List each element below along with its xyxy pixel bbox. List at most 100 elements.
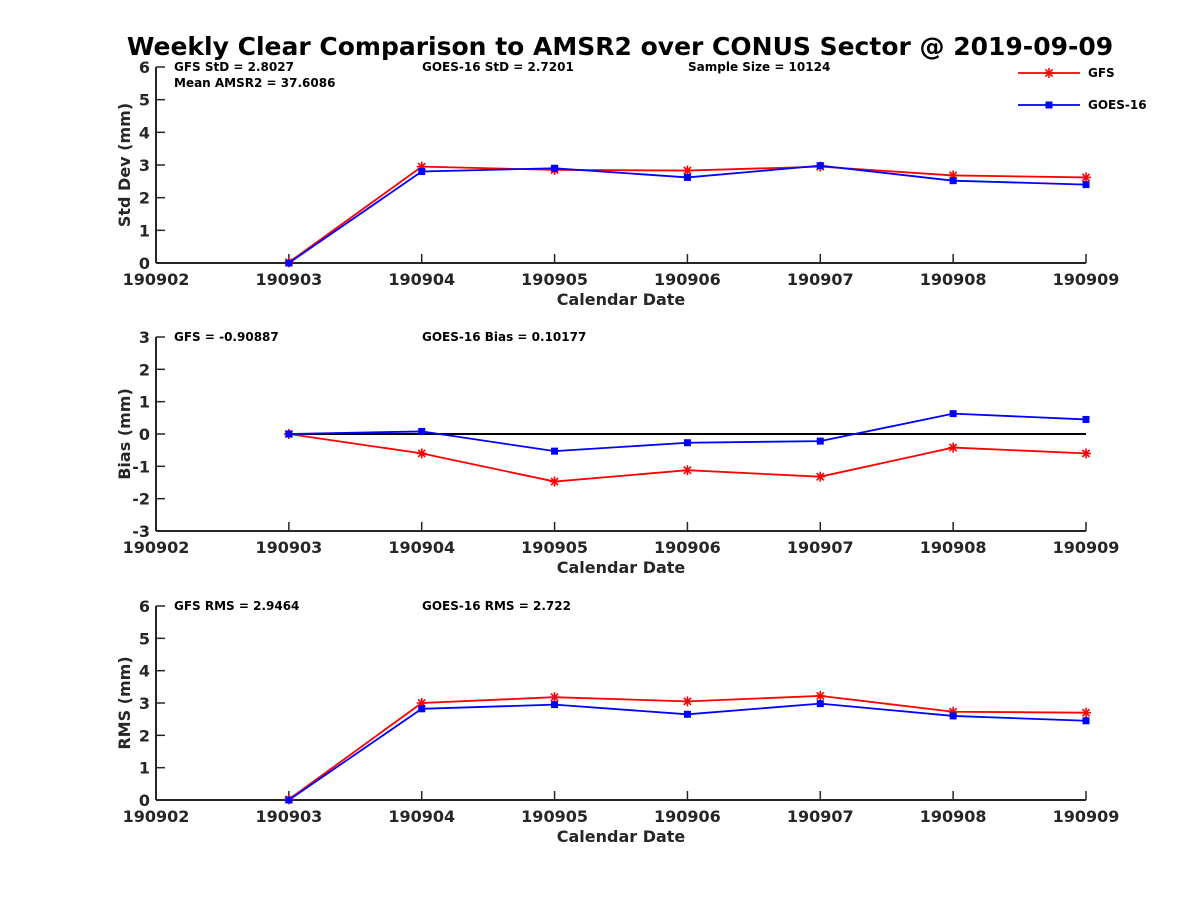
series-gfs (283, 690, 1091, 805)
data-point (683, 710, 691, 718)
data-point (551, 701, 559, 709)
data-point (949, 177, 957, 185)
data-point (418, 427, 426, 435)
data-point (418, 705, 426, 713)
x-tick-label: 190907 (787, 538, 854, 557)
x-tick-label: 190902 (123, 270, 190, 289)
legend: GFS GOES-16 (1018, 66, 1147, 112)
legend-marker (1045, 101, 1053, 109)
y-tick-label: 5 (139, 91, 150, 110)
legend-item-gfs: GFS (1018, 66, 1115, 80)
data-point (285, 259, 293, 267)
legend-marker (1044, 68, 1054, 78)
data-point (1082, 181, 1090, 189)
y-tick-label: 3 (139, 694, 150, 713)
y-tick-label: 2 (139, 726, 150, 745)
data-point (1081, 172, 1091, 183)
x-tick-label: 190909 (1053, 807, 1120, 826)
y-tick-label: 1 (139, 393, 150, 412)
y-tick-label: 5 (139, 629, 150, 648)
data-point (549, 692, 560, 703)
x-tick-label: 190908 (920, 538, 987, 557)
chart-panel-2: 190902 190903 190904 190905 190906 190907 1909… (115, 328, 1119, 577)
y-tick-label: 0 (139, 254, 150, 273)
x-axis-label: Calendar Date (557, 558, 686, 577)
y-tick-label: 1 (139, 759, 150, 778)
data-point (1082, 717, 1090, 725)
stat-annotation: GFS StD = 2.8027 (174, 60, 294, 74)
data-point (549, 476, 560, 487)
series-goes-16 (285, 410, 1090, 455)
data-point (285, 430, 293, 438)
x-axis-label: Calendar Date (557, 827, 686, 846)
stat-annotation: GOES-16 Bias = 0.10177 (422, 330, 586, 344)
data-point (285, 796, 293, 804)
y-tick-label: 4 (139, 123, 150, 142)
x-tick-label: 190908 (920, 270, 987, 289)
stat-annotation: GFS RMS = 2.9464 (174, 599, 299, 613)
x-tick-label: 190903 (255, 538, 322, 557)
legend-label: GFS (1088, 66, 1115, 80)
data-point (815, 690, 826, 701)
data-point (551, 164, 559, 172)
stat-annotation: GFS = -0.90887 (174, 330, 279, 344)
x-tick-label: 190906 (654, 270, 721, 289)
y-tick-label: -2 (132, 490, 150, 509)
x-tick-label: 190909 (1053, 270, 1120, 289)
data-point (551, 447, 559, 455)
data-point (682, 465, 693, 476)
x-tick-label: 190902 (123, 538, 190, 557)
x-tick-label: 190905 (521, 270, 588, 289)
data-point (682, 165, 693, 176)
y-axis-label: Bias (mm) (115, 388, 134, 480)
legend-item-goes-16: GOES-16 (1018, 98, 1147, 112)
y-tick-label: 3 (139, 328, 150, 347)
data-point (683, 439, 691, 447)
x-tick-label: 190905 (521, 807, 588, 826)
data-point (949, 410, 957, 418)
x-tick-label: 190906 (654, 538, 721, 557)
data-point (1081, 707, 1091, 718)
y-tick-label: 1 (139, 221, 150, 240)
data-point (683, 173, 691, 181)
y-tick-label: -1 (132, 457, 150, 476)
x-tick-label: 190902 (123, 807, 190, 826)
data-point (816, 162, 824, 170)
chart-panels: 190902 190903 190904 190905 190906 190907 1909… (115, 58, 1119, 846)
data-point (815, 471, 826, 482)
data-point (949, 712, 957, 720)
stat-annotation: Sample Size = 10124 (688, 60, 830, 74)
y-tick-label: -3 (132, 522, 150, 541)
x-axis-label: Calendar Date (557, 290, 686, 309)
x-tick-label: 190908 (920, 807, 987, 826)
y-axis-label: Std Dev (mm) (115, 103, 134, 227)
y-tick-label: 3 (139, 156, 150, 175)
chart-panel-1: 190902 190903 190904 190905 190906 190907 1909… (115, 58, 1119, 309)
y-tick-label: 4 (139, 662, 150, 681)
x-tick-label: 190904 (388, 270, 455, 289)
y-tick-label: 2 (139, 360, 150, 379)
series-goes-16 (285, 162, 1090, 267)
x-tick-label: 190907 (787, 270, 854, 289)
chart-title: Weekly Clear Comparison to AMSR2 over CO… (127, 32, 1113, 61)
y-tick-label: 2 (139, 189, 150, 208)
chart-panel-3: 190902 190903 190904 190905 190906 190907 1909… (115, 597, 1119, 846)
data-point (416, 448, 427, 459)
y-tick-label: 6 (139, 58, 150, 77)
x-tick-label: 190903 (255, 270, 322, 289)
x-tick-label: 190905 (521, 538, 588, 557)
x-tick-label: 190906 (654, 807, 721, 826)
legend-label: GOES-16 (1088, 98, 1147, 112)
data-point (816, 700, 824, 708)
data-point (816, 437, 824, 445)
y-tick-label: 0 (139, 425, 150, 444)
y-tick-label: 0 (139, 791, 150, 810)
x-tick-label: 190907 (787, 807, 854, 826)
data-point (418, 168, 426, 176)
stat-annotation: Mean AMSR2 = 37.6086 (174, 76, 335, 90)
y-axis-label: RMS (mm) (115, 656, 134, 749)
x-tick-label: 190903 (255, 807, 322, 826)
stat-annotation: GOES-16 StD = 2.7201 (422, 60, 574, 74)
series-line (288, 702, 1087, 801)
